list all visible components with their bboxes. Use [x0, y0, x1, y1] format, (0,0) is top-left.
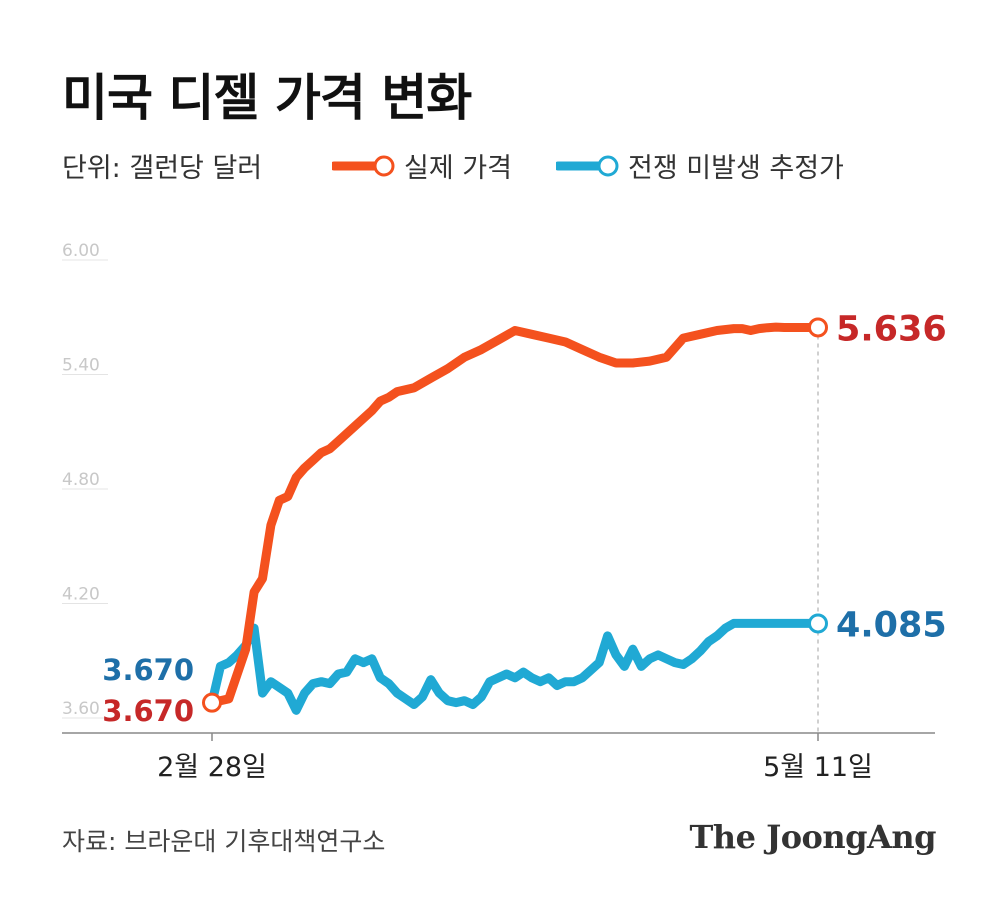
legend-label-actual: 실제 가격: [404, 153, 512, 184]
y-tick-label: 6.00: [62, 241, 100, 261]
end-value-estimate: 4.085: [836, 605, 947, 645]
legend-swatch-estimate: [556, 155, 619, 176]
y-tick-label: 5.40: [62, 356, 100, 376]
y-tick-label: 3.60: [62, 699, 100, 719]
series-line-actual: [207, 322, 823, 708]
series-line-estimate: [207, 618, 823, 715]
page-title: 미국 디젤 가격 변화: [62, 69, 472, 127]
start-value-actual: 3.670: [102, 694, 194, 728]
legend-item-actual: 실제 가격: [332, 146, 512, 185]
y-tick-label: 4.20: [62, 585, 100, 605]
start-value-estimate: 3.670: [102, 653, 194, 687]
source-note: 자료: 브라운대 기후대책연구소: [62, 827, 386, 856]
y-tick-label: 4.80: [62, 470, 100, 490]
logo: The JoongAng: [689, 818, 936, 856]
end-marker-estimate: [808, 613, 828, 634]
legend-label-estimate: 전쟁 미발생 추정가: [628, 153, 844, 184]
start-marker: [202, 692, 222, 713]
x-tick-label: 2월 28일: [157, 752, 267, 783]
end-marker-actual: [808, 317, 828, 338]
legend-swatch-actual: [332, 155, 395, 176]
legend-item-estimate: 전쟁 미발생 추정가: [556, 146, 844, 185]
unit-label: 단위: 갤런당 달러: [62, 153, 263, 184]
x-tick-label: 5월 11일: [763, 752, 873, 783]
end-value-actual: 5.636: [836, 309, 947, 349]
